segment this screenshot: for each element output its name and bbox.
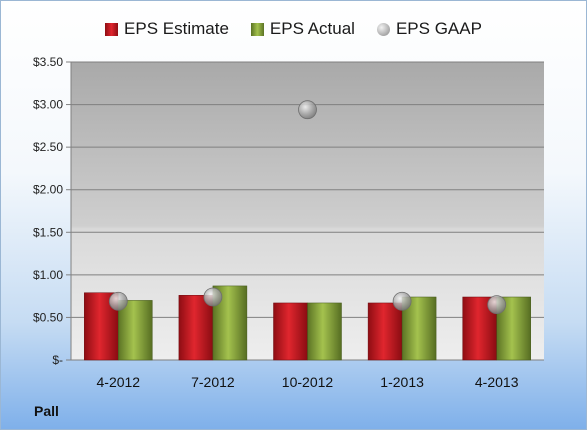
x-tick-label: 7-2012: [191, 374, 235, 390]
y-tick-label: $3.00: [33, 98, 63, 112]
point-eps-gaap: [298, 100, 317, 120]
x-tick-label: 4-2013: [475, 374, 519, 390]
legend-item-gaap: EPS GAAP: [376, 19, 482, 39]
legend-label-gaap: EPS GAAP: [395, 19, 482, 38]
x-tick-label: 10-2012: [282, 374, 334, 390]
point-eps-gaap: [108, 291, 128, 311]
bar-eps-estimate: [367, 302, 403, 361]
y-tick-label: $2.00: [33, 183, 63, 197]
legend-label-estimate: EPS Estimate: [124, 19, 229, 38]
y-tick-label: $-: [52, 353, 63, 367]
y-tick-label: $3.50: [33, 55, 63, 69]
legend-swatch-estimate: [105, 22, 119, 36]
point-eps-gaap: [487, 295, 507, 315]
bar-eps-actual: [307, 302, 342, 361]
bar-eps-actual: [118, 300, 153, 361]
company-label: Pall: [34, 403, 59, 419]
y-tick-label: $0.50: [33, 310, 63, 324]
legend-swatch-gaap: [376, 22, 390, 36]
y-tick-label: $1.50: [33, 225, 63, 239]
legend-swatch-actual: [250, 22, 264, 36]
point-eps-gaap: [392, 291, 412, 311]
point-eps-gaap: [203, 287, 223, 307]
x-tick-label: 1-2013: [380, 374, 424, 390]
legend-label-actual: EPS Actual: [269, 19, 355, 38]
legend-item-estimate: EPS Estimate: [105, 19, 229, 39]
y-tick-label: $1.00: [33, 268, 63, 282]
legend-item-actual: EPS Actual: [250, 19, 355, 39]
bar-eps-estimate: [178, 295, 214, 361]
y-tick-label: $2.50: [33, 140, 63, 154]
bar-eps-estimate: [273, 302, 308, 361]
x-tick-label: 4-2012: [97, 374, 141, 390]
legend: EPS Estimate EPS Actual EPS GAAP: [1, 15, 586, 43]
